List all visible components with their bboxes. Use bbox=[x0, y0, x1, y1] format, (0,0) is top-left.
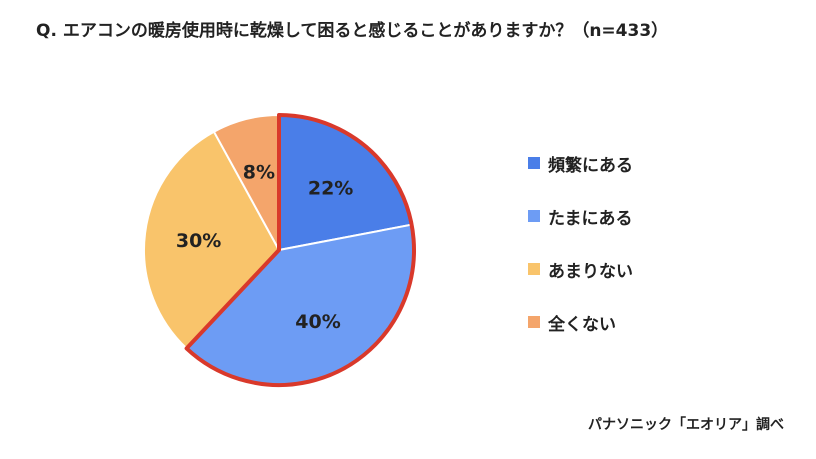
legend-label-rarely: あまりない bbox=[548, 261, 633, 282]
legend-label-sometimes: たまにある bbox=[548, 208, 633, 229]
legend-item-frequent: 頻繁にある bbox=[528, 150, 633, 176]
source-credit: パナソニック「エオリア」調べ bbox=[588, 417, 784, 433]
highlight-outline bbox=[184, 113, 416, 387]
legend-item-never: 全くない bbox=[528, 309, 633, 335]
pie-label-rarely: 30% bbox=[176, 230, 221, 252]
legend-label-frequent: 頻繁にある bbox=[548, 155, 633, 176]
legend-item-rarely: あまりない bbox=[528, 256, 633, 282]
pie-label-frequent: 22% bbox=[308, 178, 353, 200]
pie-label-never: 8% bbox=[243, 162, 275, 184]
legend-swatch-frequent bbox=[528, 157, 540, 169]
legend-item-sometimes: たまにある bbox=[528, 203, 633, 229]
legend-swatch-never bbox=[528, 316, 540, 328]
legend: 頻繁にある たまにある あまりない 全くない bbox=[528, 150, 633, 362]
chart-title: Q. エアコンの暖房使用時に乾燥して困ると感じることがありますか？（n=433） bbox=[36, 21, 669, 41]
legend-swatch-sometimes bbox=[528, 210, 540, 222]
legend-label-never: 全くない bbox=[548, 314, 616, 335]
legend-swatch-rarely bbox=[528, 263, 540, 275]
pie-label-sometimes: 40% bbox=[295, 311, 340, 333]
pie-slice-rarely bbox=[143, 130, 281, 350]
